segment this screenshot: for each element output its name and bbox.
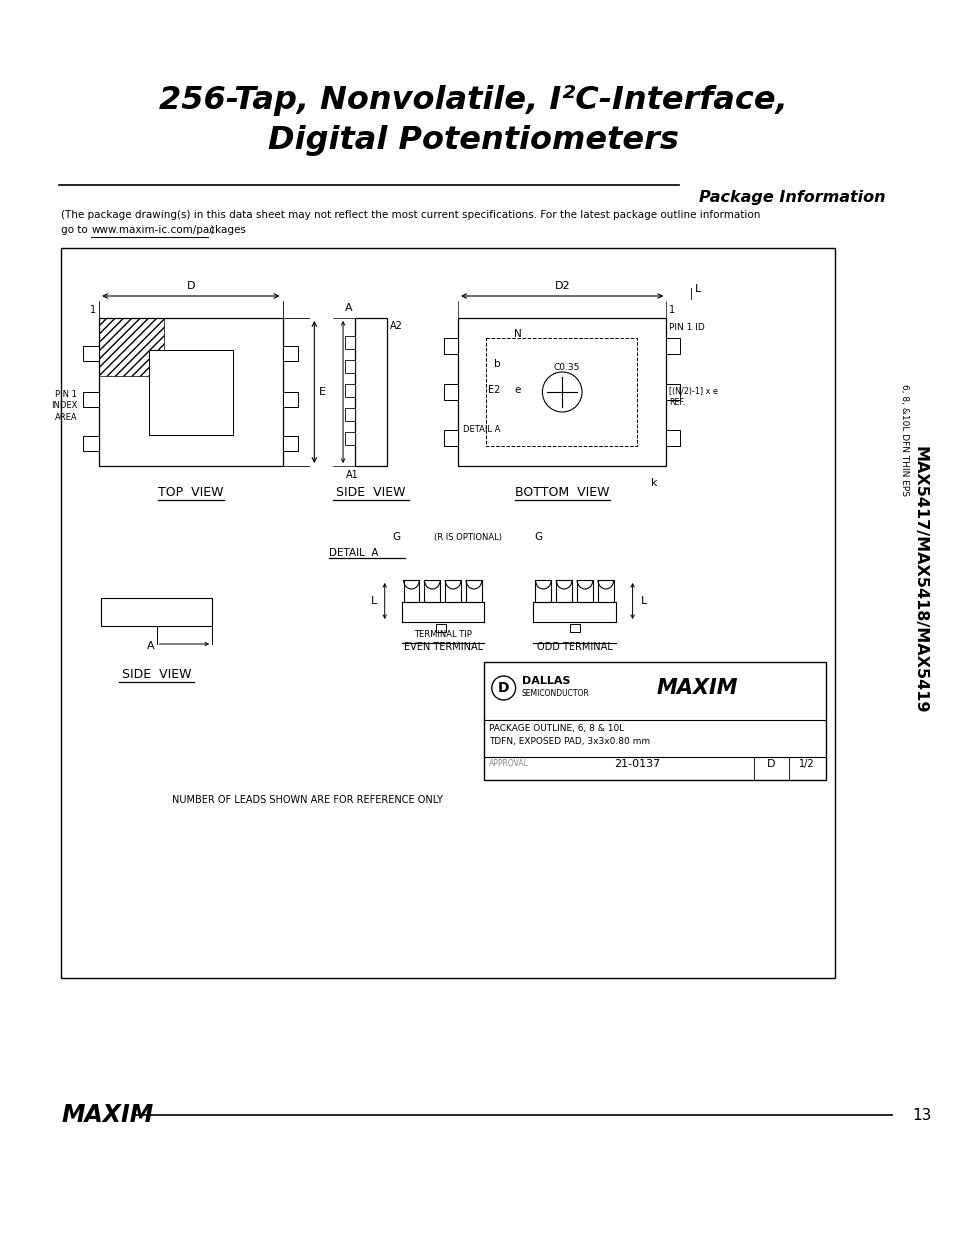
Bar [355, 317, 386, 466]
Text: MAX5417/MAX5418/MAX5419: MAX5417/MAX5418/MAX5419 [912, 446, 926, 714]
Text: G: G [392, 532, 400, 542]
Text: SIDE  VIEW: SIDE VIEW [335, 487, 405, 499]
Text: EVEN TERMINAL: EVEN TERMINAL [403, 642, 482, 652]
Text: k: k [651, 478, 657, 488]
Text: SEMICONDUCTOR: SEMICONDUCTOR [521, 688, 589, 698]
Text: L: L [694, 284, 700, 294]
Text: 1: 1 [90, 305, 96, 315]
Text: [(N/2)-1] x e
REF.: [(N/2)-1] x e REF. [669, 387, 718, 408]
Text: SIDE  VIEW: SIDE VIEW [122, 668, 192, 680]
Bar [282, 391, 298, 408]
Bar [403, 580, 419, 601]
Bar [483, 662, 825, 781]
Bar [556, 580, 572, 601]
Text: G: G [534, 532, 542, 542]
Text: MAXIM: MAXIM [656, 678, 737, 698]
Text: D: D [497, 680, 509, 695]
Text: E: E [319, 387, 326, 396]
Text: www.maxim-ic.com/packages: www.maxim-ic.com/packages [91, 225, 246, 235]
Text: ODD TERMINAL: ODD TERMINAL [537, 642, 613, 652]
Text: C0.35: C0.35 [554, 363, 579, 372]
Text: Digital Potentiometers: Digital Potentiometers [267, 125, 678, 156]
Bar [149, 350, 233, 435]
Bar [598, 580, 613, 601]
Text: PACKAGE OUTLINE, 6, 8 & 10L: PACKAGE OUTLINE, 6, 8 & 10L [488, 724, 623, 734]
Text: L: L [639, 597, 646, 606]
Bar [577, 580, 593, 601]
Text: TOP  VIEW: TOP VIEW [158, 487, 223, 499]
Bar [345, 336, 355, 350]
Text: Package Information: Package Information [699, 190, 884, 205]
Bar [282, 436, 298, 451]
Circle shape [542, 372, 581, 412]
Text: E2: E2 [487, 385, 499, 395]
Text: (R IS OPTIONAL): (R IS OPTIONAL) [434, 534, 501, 542]
Circle shape [492, 676, 515, 700]
Bar [444, 430, 457, 446]
Text: D2: D2 [554, 282, 569, 291]
Text: D: D [766, 760, 775, 769]
Text: TERMINAL TIP: TERMINAL TIP [414, 630, 472, 638]
Bar [83, 436, 99, 451]
Text: D: D [187, 282, 195, 291]
Text: b: b [494, 359, 500, 369]
Bar [445, 580, 460, 601]
Bar [101, 598, 212, 626]
Bar [485, 338, 636, 446]
Bar [99, 317, 282, 466]
Text: 1: 1 [669, 305, 675, 315]
Bar [465, 580, 481, 601]
Text: (The package drawing(s) in this data sheet may not reflect the most current spec: (The package drawing(s) in this data she… [61, 210, 760, 220]
Text: DALLAS: DALLAS [521, 676, 570, 685]
Text: 6, 8, &10L DFN THIN EPS: 6, 8, &10L DFN THIN EPS [899, 384, 908, 496]
Bar [535, 580, 551, 601]
Bar [665, 338, 679, 354]
Text: BOTTOM  VIEW: BOTTOM VIEW [515, 487, 609, 499]
Bar [436, 624, 446, 632]
Text: A: A [147, 641, 154, 651]
Bar [345, 432, 355, 445]
Text: TDFN, EXPOSED PAD, 3x3x0.80 mm: TDFN, EXPOSED PAD, 3x3x0.80 mm [488, 737, 649, 746]
Text: L: L [370, 597, 376, 606]
Bar [665, 384, 679, 400]
Bar [424, 580, 439, 601]
Bar [345, 359, 355, 373]
Bar [282, 346, 298, 361]
Text: 1/2: 1/2 [799, 760, 814, 769]
Text: DETAIL A: DETAIL A [462, 426, 500, 435]
Bar [665, 430, 679, 446]
Bar [61, 248, 834, 978]
Bar [83, 391, 99, 408]
Text: 256-Tap, Nonvolatile, I²C-Interface,: 256-Tap, Nonvolatile, I²C-Interface, [158, 84, 786, 116]
Text: .): .) [208, 225, 215, 235]
Text: e: e [514, 385, 520, 395]
Text: APPROVAL: APPROVAL [488, 760, 528, 768]
Text: N: N [513, 329, 521, 338]
Text: DETAIL  A: DETAIL A [329, 548, 378, 558]
Text: A2: A2 [389, 321, 402, 331]
Text: MAXIM: MAXIM [61, 1103, 153, 1128]
Text: NUMBER OF LEADS SHOWN ARE FOR REFERENCE ONLY: NUMBER OF LEADS SHOWN ARE FOR REFERENCE … [172, 795, 442, 805]
Bar [570, 624, 579, 632]
Text: A: A [345, 303, 353, 312]
Bar [345, 384, 355, 396]
Bar [345, 408, 355, 421]
Text: 13: 13 [911, 1108, 931, 1123]
Bar [457, 317, 665, 466]
Text: PIN 1 ID: PIN 1 ID [669, 324, 704, 332]
Text: 21-0137: 21-0137 [614, 760, 660, 769]
Text: PIN 1
INDEX
AREA: PIN 1 INDEX AREA [51, 390, 77, 422]
Bar [99, 317, 163, 375]
Bar [444, 384, 457, 400]
Bar [444, 338, 457, 354]
Bar [83, 346, 99, 361]
Text: A1: A1 [345, 471, 358, 480]
Text: go to: go to [61, 225, 91, 235]
